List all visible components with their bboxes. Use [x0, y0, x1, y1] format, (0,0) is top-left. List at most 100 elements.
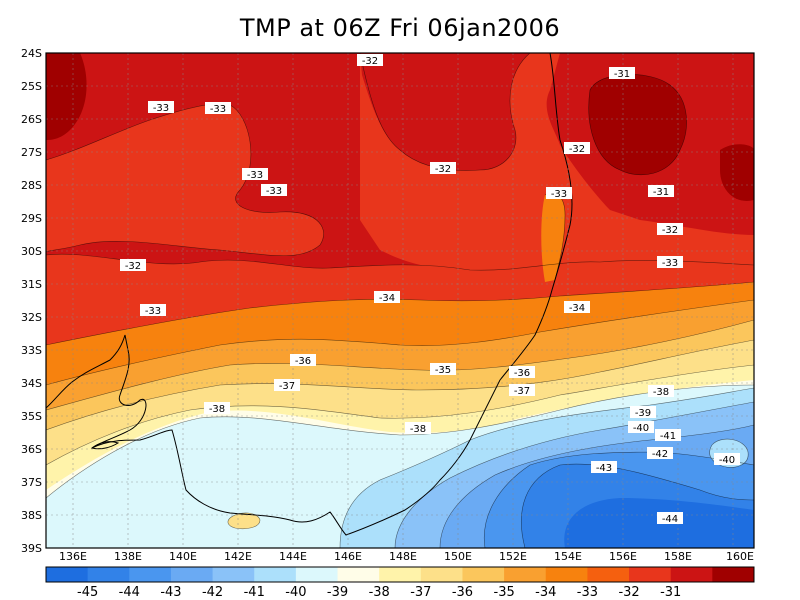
contour-label-text: -32	[662, 225, 678, 236]
contour-label: -33	[546, 187, 572, 200]
colorbar-swatch	[462, 567, 505, 582]
colorbar-label: -35	[494, 585, 515, 600]
contour-label-text: -33	[145, 306, 161, 317]
coastline	[46, 53, 573, 536]
contour-label-text: -33	[247, 170, 263, 181]
contour-label: -32	[430, 162, 456, 175]
lat-tick-label: 32S	[21, 311, 42, 324]
contour-label: -33	[140, 304, 166, 317]
contour-label-text: -33	[266, 186, 282, 197]
contour-label: -33	[205, 102, 231, 115]
contour-label-text: -31	[653, 187, 669, 198]
colorbar-swatch	[337, 567, 380, 582]
contour-label: -43	[591, 461, 617, 474]
lat-tick-label: 24S	[21, 47, 42, 60]
colorbar-label: -37	[410, 585, 431, 600]
lat-tick-label: 29S	[21, 212, 42, 225]
colorbar-label: -39	[327, 585, 348, 600]
plot-frame	[45, 52, 755, 549]
colorbar-swatch	[295, 567, 339, 582]
colorbar-label: -42	[202, 585, 223, 600]
contour-label: -32	[357, 54, 383, 67]
contour-label: -42	[647, 447, 673, 460]
colorbar-swatch	[712, 567, 755, 582]
colorbar-swatch	[504, 567, 547, 582]
contour-label-text: -36	[514, 368, 530, 379]
contour-label: -36	[290, 354, 316, 367]
filled-contours	[46, 53, 754, 548]
colorbar-label: -43	[160, 585, 181, 600]
lon-tick-label: 158E	[664, 550, 692, 563]
lat-tick-label: 38S	[21, 509, 42, 522]
contour-label-text: -39	[635, 408, 651, 419]
colorbar-label: -32	[618, 585, 639, 600]
colorbar-swatch	[587, 567, 630, 582]
contour-label-text: -33	[210, 104, 226, 115]
lat-tick-label: 28S	[21, 179, 42, 192]
contour-label: -35	[430, 363, 456, 376]
contour-label-text: -40	[719, 455, 735, 466]
colorbar-labels: -45 -44 -43 -42 -41 -40 -39 -38 -37 -36 …	[77, 585, 681, 600]
lon-tick-label: 142E	[224, 550, 252, 563]
contour-label: -32	[120, 259, 146, 272]
lat-tick-label: 33S	[21, 344, 42, 357]
colorbar-label: -45	[77, 585, 98, 600]
lat-tick-label: 39S	[21, 542, 42, 555]
contour-label-text: -33	[662, 258, 678, 269]
lat-tick-label: 34S	[21, 377, 42, 390]
colorbar-swatch	[129, 567, 172, 582]
colorbar-label: -38	[369, 585, 390, 600]
contour-label: -37	[509, 384, 535, 397]
lat-tick-label: 26S	[21, 113, 42, 126]
lat-tick-label: 25S	[21, 80, 42, 93]
contour-label: -41	[655, 429, 681, 442]
lon-tick-label: 160E	[726, 550, 754, 563]
contour-label: -38	[204, 402, 230, 415]
contour-labels: -32 -31 -33 -33 -32 -32 -33 -33 -33 -31 …	[120, 54, 740, 525]
lon-tick-label: 140E	[169, 550, 197, 563]
colorbar-swatch	[379, 567, 422, 582]
lon-tick-label: 154E	[554, 550, 582, 563]
contour-label-text: -32	[125, 261, 141, 272]
colorbar-swatch	[629, 567, 672, 582]
contour-label-text: -37	[279, 381, 295, 392]
colorbar: -45 -44 -43 -42 -41 -40 -39 -38 -37 -36 …	[45, 566, 755, 600]
contour-label: -38	[405, 422, 431, 435]
colorbar-swatch	[87, 567, 130, 582]
lat-tick-label: 30S	[21, 245, 42, 258]
colorbar-swatch	[46, 567, 89, 582]
contour-lines	[46, 53, 754, 548]
colorbar-swatch	[254, 567, 297, 582]
colorbar-swatches	[46, 567, 755, 582]
contour-label: -37	[274, 379, 300, 392]
contour-label-text: -43	[596, 463, 612, 474]
contour-label: -34	[374, 291, 400, 304]
contour-label-text: -42	[652, 449, 668, 460]
contour-label-text: -33	[551, 189, 567, 200]
contour-label-text: -44	[662, 514, 678, 525]
lon-tick-label: 136E	[59, 550, 87, 563]
contour-label: -32	[564, 142, 590, 155]
colorbar-label: -33	[577, 585, 598, 600]
latitude-axis: 24S 25S 26S 27S 28S 29S 30S 31S 32S 33S …	[21, 47, 42, 555]
contour-label-text: -34	[379, 293, 395, 304]
contour-label: -33	[242, 168, 268, 181]
lon-tick-label: 146E	[334, 550, 362, 563]
colorbar-label: -36	[452, 585, 473, 600]
contour-label: -31	[648, 185, 674, 198]
lat-tick-label: 37S	[21, 476, 42, 489]
contour-label: -38	[648, 385, 674, 398]
lat-tick-label: 31S	[21, 278, 42, 291]
contour-label-text: -38	[653, 387, 669, 398]
colorbar-label: -34	[535, 585, 556, 600]
contour-label: -32	[657, 223, 683, 236]
colorbar-frame	[45, 566, 755, 583]
contour-label-text: -38	[209, 404, 225, 415]
contour-label-text: -37	[514, 386, 530, 397]
colorbar-swatch	[420, 567, 463, 582]
contour-label-text: -41	[660, 431, 676, 442]
colorbar-swatch	[545, 567, 588, 582]
contour-label-text: -34	[569, 303, 585, 314]
contour-label-text: -32	[435, 164, 451, 175]
